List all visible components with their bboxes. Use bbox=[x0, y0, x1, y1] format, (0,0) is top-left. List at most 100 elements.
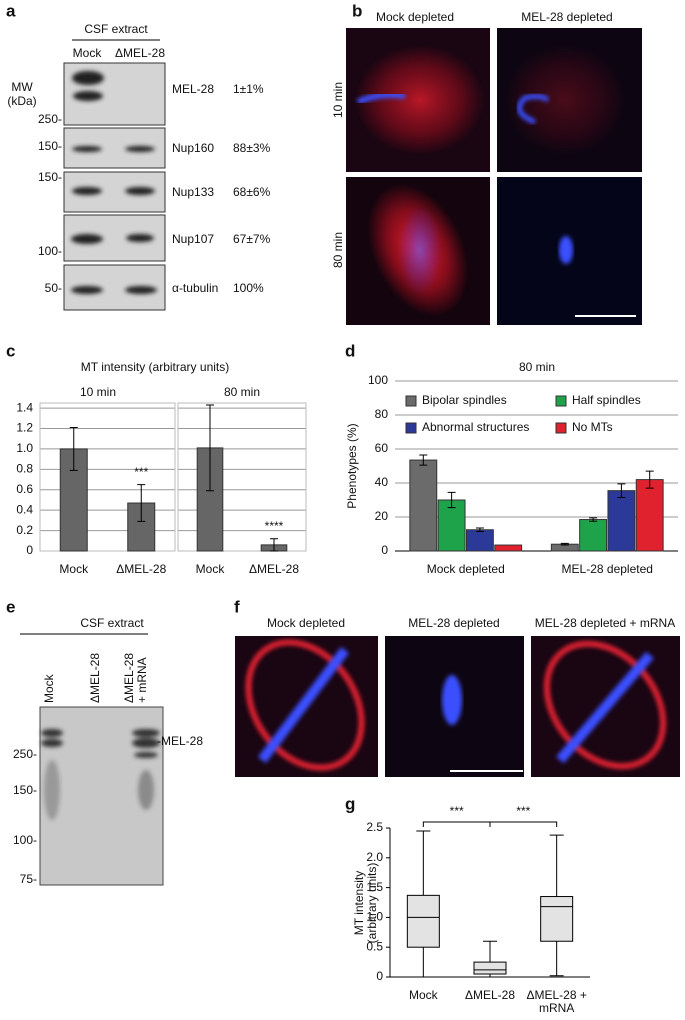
x-tick-label: Mock bbox=[196, 562, 226, 576]
micrographs-b bbox=[346, 28, 642, 325]
bar bbox=[494, 544, 523, 552]
mw-marker: 150- bbox=[38, 139, 62, 153]
protein: MEL-28 bbox=[172, 82, 214, 96]
chart-subtitle: 80 min bbox=[224, 385, 260, 399]
error-bar bbox=[475, 527, 484, 532]
legend-swatch bbox=[405, 395, 417, 407]
box bbox=[406, 894, 440, 948]
column-title: MEL-28 depleted bbox=[521, 10, 612, 24]
y-tick-label: 100 bbox=[368, 373, 388, 387]
y-tick-label: 0 bbox=[381, 543, 388, 557]
y-tick-label: 2.0 bbox=[366, 850, 383, 864]
protein: Nup160 bbox=[172, 141, 214, 155]
blot-a bbox=[63, 62, 166, 311]
bar bbox=[607, 490, 636, 552]
legend-label: No MTs bbox=[572, 420, 613, 434]
legend-swatch bbox=[555, 422, 567, 434]
legend-label: Abnormal structures bbox=[422, 420, 529, 434]
plot-frame bbox=[39, 402, 176, 552]
panel-label: e bbox=[6, 597, 15, 616]
level: 88±3% bbox=[233, 141, 271, 155]
y-tick-label: 1.5 bbox=[366, 880, 383, 894]
y-axis-label: MT intensity bbox=[352, 871, 366, 935]
chart-title: 80 min bbox=[519, 360, 555, 374]
box bbox=[540, 896, 574, 942]
x-tick-label: Mock bbox=[59, 562, 89, 576]
bar bbox=[465, 529, 494, 552]
panel-label: c bbox=[6, 341, 15, 360]
lane-label: ΔMEL-28 bbox=[122, 653, 136, 703]
error-bar bbox=[617, 483, 626, 498]
y-tick-label: 1.4 bbox=[16, 400, 33, 414]
header: CSF extract bbox=[80, 616, 144, 630]
y-tick-label: 0 bbox=[26, 543, 33, 557]
panel-label: f bbox=[234, 597, 240, 616]
y-tick-label: 1.2 bbox=[16, 421, 33, 435]
y-tick-label: 1.0 bbox=[16, 441, 33, 455]
row-title: 10 min bbox=[331, 82, 345, 118]
plot-frame bbox=[177, 402, 307, 552]
row-title: 80 min bbox=[331, 232, 345, 268]
x-tick-label: ΔMEL-28 + bbox=[526, 988, 586, 1002]
level: 1±1% bbox=[233, 82, 264, 96]
micrographs-f bbox=[235, 636, 680, 777]
y-tick-label: 2.5 bbox=[366, 820, 383, 834]
error-bar bbox=[137, 484, 146, 522]
x-tick-label: Mock depleted bbox=[427, 562, 505, 576]
y-tick-label: 0 bbox=[376, 969, 383, 983]
lane-label: ΔMEL-28 bbox=[88, 653, 102, 703]
x-tick-label: Mock bbox=[409, 988, 439, 1002]
level: 68±6% bbox=[233, 185, 271, 199]
mw-marker: 75- bbox=[20, 872, 37, 886]
mw-marker: 250- bbox=[13, 747, 37, 761]
protein: α-tubulin bbox=[172, 281, 218, 295]
error-bar bbox=[560, 542, 569, 546]
y-tick-label: 40 bbox=[375, 475, 389, 489]
error-bar bbox=[645, 470, 654, 489]
bar bbox=[579, 519, 608, 552]
y-tick-label: 0.6 bbox=[16, 482, 33, 496]
column-title: Mock depleted bbox=[267, 616, 345, 630]
y-tick-label: 0.4 bbox=[16, 502, 33, 516]
chart-title: MT intensity (arbitrary units) bbox=[81, 360, 229, 374]
significance: *** bbox=[450, 804, 464, 818]
significance: **** bbox=[265, 519, 284, 533]
error-bar bbox=[419, 454, 428, 466]
significance: *** bbox=[134, 465, 148, 479]
x-tick-label: ΔMEL-28 bbox=[249, 562, 299, 576]
lane-label: Mock bbox=[42, 673, 56, 703]
y-tick-label: 0.2 bbox=[16, 523, 33, 537]
bar bbox=[409, 459, 438, 552]
x-tick-label: MEL-28 depleted bbox=[562, 562, 653, 576]
column-title: Mock depleted bbox=[376, 10, 454, 24]
y-tick-label: 60 bbox=[375, 441, 389, 455]
protein: Nup107 bbox=[172, 232, 214, 246]
mw-marker: 150- bbox=[38, 170, 62, 184]
panel-label: a bbox=[6, 1, 16, 20]
panel-label: d bbox=[345, 341, 355, 360]
blot-e bbox=[39, 706, 164, 886]
blot-bands bbox=[71, 71, 157, 294]
header: CSF extract bbox=[84, 22, 148, 36]
legend-label: Half spindles bbox=[572, 393, 641, 407]
panel-label: b bbox=[352, 1, 362, 20]
significance: *** bbox=[516, 804, 530, 818]
error-bar bbox=[589, 517, 598, 522]
error-bar bbox=[447, 491, 456, 509]
bar bbox=[635, 479, 664, 552]
column-title: MEL-28 depleted bbox=[408, 616, 499, 630]
error-bar bbox=[206, 404, 214, 492]
y-axis-label: (arbitrary units) bbox=[365, 863, 379, 944]
error-bar bbox=[270, 538, 278, 552]
y-tick-label: 0.8 bbox=[16, 462, 33, 476]
mw-marker: 100- bbox=[13, 833, 37, 847]
y-axis-label: Phenotypes (%) bbox=[345, 423, 359, 508]
error-bar bbox=[69, 426, 78, 471]
mw-title: (kDa) bbox=[7, 94, 36, 108]
protein: Nup133 bbox=[172, 185, 214, 199]
x-tick-label: mRNA bbox=[539, 1001, 574, 1015]
mw-marker: 250- bbox=[38, 112, 62, 126]
panel-label: g bbox=[345, 794, 355, 813]
